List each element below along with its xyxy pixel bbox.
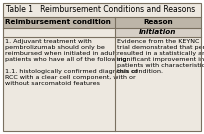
Text: Reimbursement condition: Reimbursement condition [5, 20, 111, 25]
Text: 1. Adjuvant treatment with
pembrolizumab should only be
reimbursed when initiate: 1. Adjuvant treatment with pembrolizumab… [5, 39, 138, 86]
Bar [3, 28, 115, 37]
Text: Reason: Reason [143, 20, 173, 25]
Bar [3, 17, 115, 28]
Bar [115, 28, 201, 37]
Bar [3, 37, 115, 131]
Text: Evidence from the KEYNC
trial demonstrated that pem
resulted in a statistically : Evidence from the KEYNC trial demonstrat… [117, 39, 204, 74]
Text: Table 1   Reimbursement Conditions and Reasons: Table 1 Reimbursement Conditions and Rea… [6, 5, 195, 14]
Bar [115, 17, 201, 28]
Text: Initiation: Initiation [139, 29, 177, 36]
Bar [3, 3, 201, 17]
Bar [115, 37, 201, 131]
